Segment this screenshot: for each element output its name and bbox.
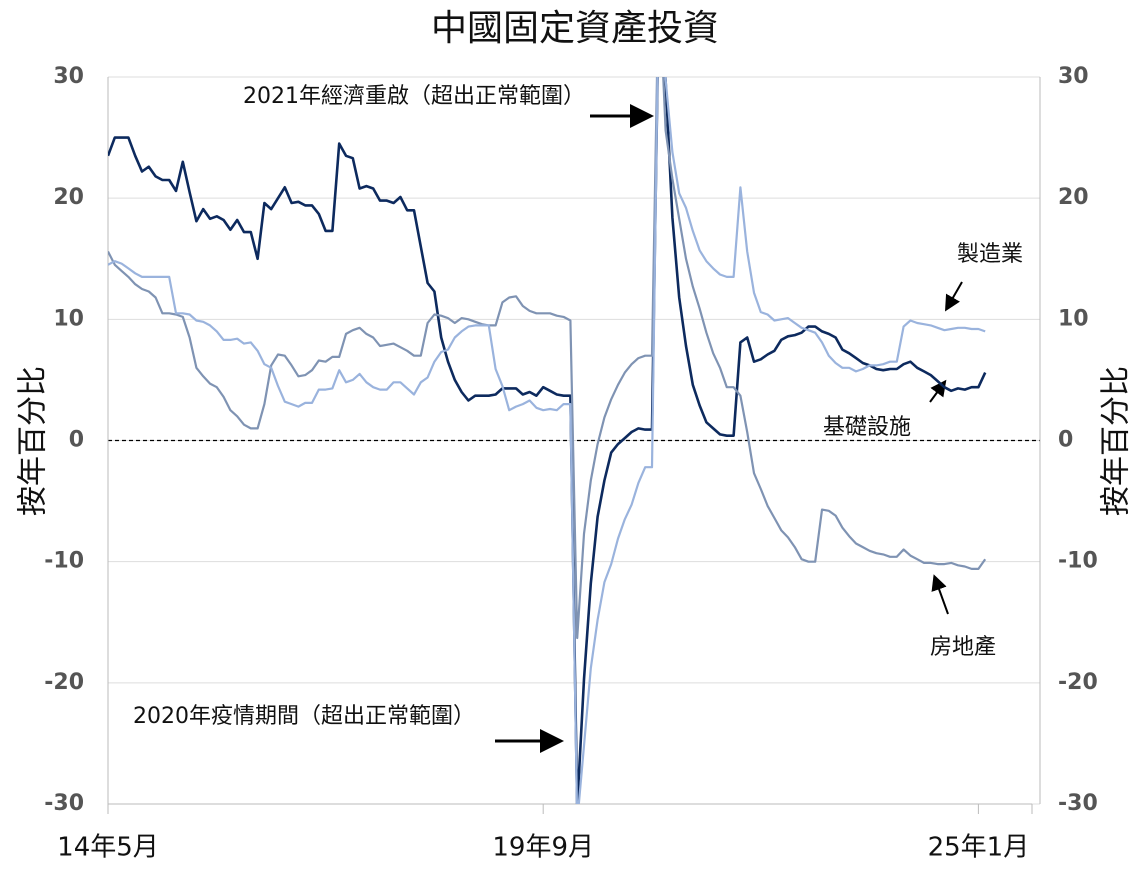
y2-axis-label: 按年百分比 (1099, 366, 1134, 516)
y2-tick-label: 10 (1058, 306, 1089, 331)
series-line (108, 77, 986, 804)
y-tick-label: 0 (69, 428, 84, 453)
series-line (108, 77, 987, 640)
annotation: 2020年疫情期間（超出正常範圍） (133, 704, 475, 729)
y2-tick-label: 20 (1058, 185, 1089, 210)
y-tick-label: -10 (44, 549, 84, 574)
series-label: 房地產 (930, 635, 996, 660)
x-tick-label: 14年5月 (57, 833, 159, 863)
y2-tick-label: 30 (1058, 64, 1089, 89)
y-tick-label: 20 (53, 185, 84, 210)
series-label: 基礎設施 (823, 415, 911, 440)
annotation: 2021年經濟重啟（超出正常範圍） (243, 84, 585, 109)
y2-tick-label: -30 (1058, 791, 1098, 816)
y-tick-label: -30 (44, 791, 84, 816)
arrows (495, 104, 963, 753)
series-line (108, 77, 987, 804)
y-axis-label: 按年百分比 (16, 366, 51, 516)
plot-area (108, 77, 987, 804)
y2-tick-label: -20 (1058, 670, 1098, 695)
y-tick-label: -20 (44, 670, 84, 695)
y-tick-label: 30 (53, 64, 84, 89)
series-label: 製造業 (957, 242, 1023, 267)
y2-tick-label: -10 (1058, 549, 1098, 574)
y2-tick-label: 0 (1058, 428, 1073, 453)
x-tick-label: 25年1月 (928, 833, 1030, 863)
y-tick-label: 10 (53, 306, 84, 331)
chart-title: 中國固定資產投資 (431, 8, 719, 49)
x-tick-label: 19年9月 (492, 833, 594, 863)
